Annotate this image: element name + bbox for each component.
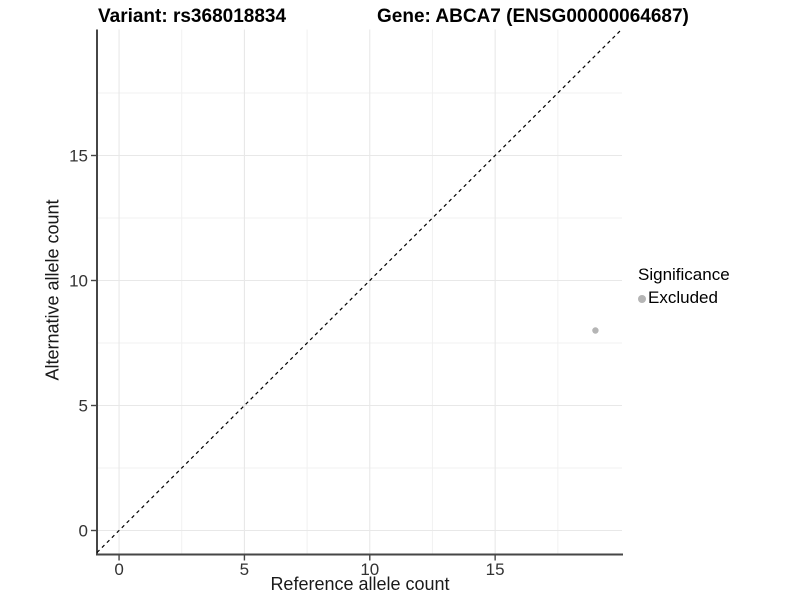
identity-dashed-line [96,29,622,553]
legend-item-label: Excluded [648,288,718,308]
legend-title: Significance [638,265,730,284]
x-tick-label: 15 [486,560,505,579]
y-tick-label: 5 [79,397,88,416]
variant-title: Variant: rs368018834 [98,6,287,27]
legend: Significance Excluded [638,265,730,309]
legend-item-excluded: Excluded [638,288,730,308]
y-tick-label: 10 [69,272,88,291]
y-tick-label: 0 [79,522,88,541]
x-tick-label: 0 [114,560,123,579]
y-tick-label: 15 [69,147,88,166]
x-tick-label: 5 [240,560,249,579]
gene-title: Gene: ABCA7 (ENSG00000064687) [377,6,689,27]
x-tick-label: 10 [360,560,379,579]
data-point [592,327,599,334]
x-axis-title: Reference allele count [270,574,450,594]
legend-key-dot [638,294,646,303]
